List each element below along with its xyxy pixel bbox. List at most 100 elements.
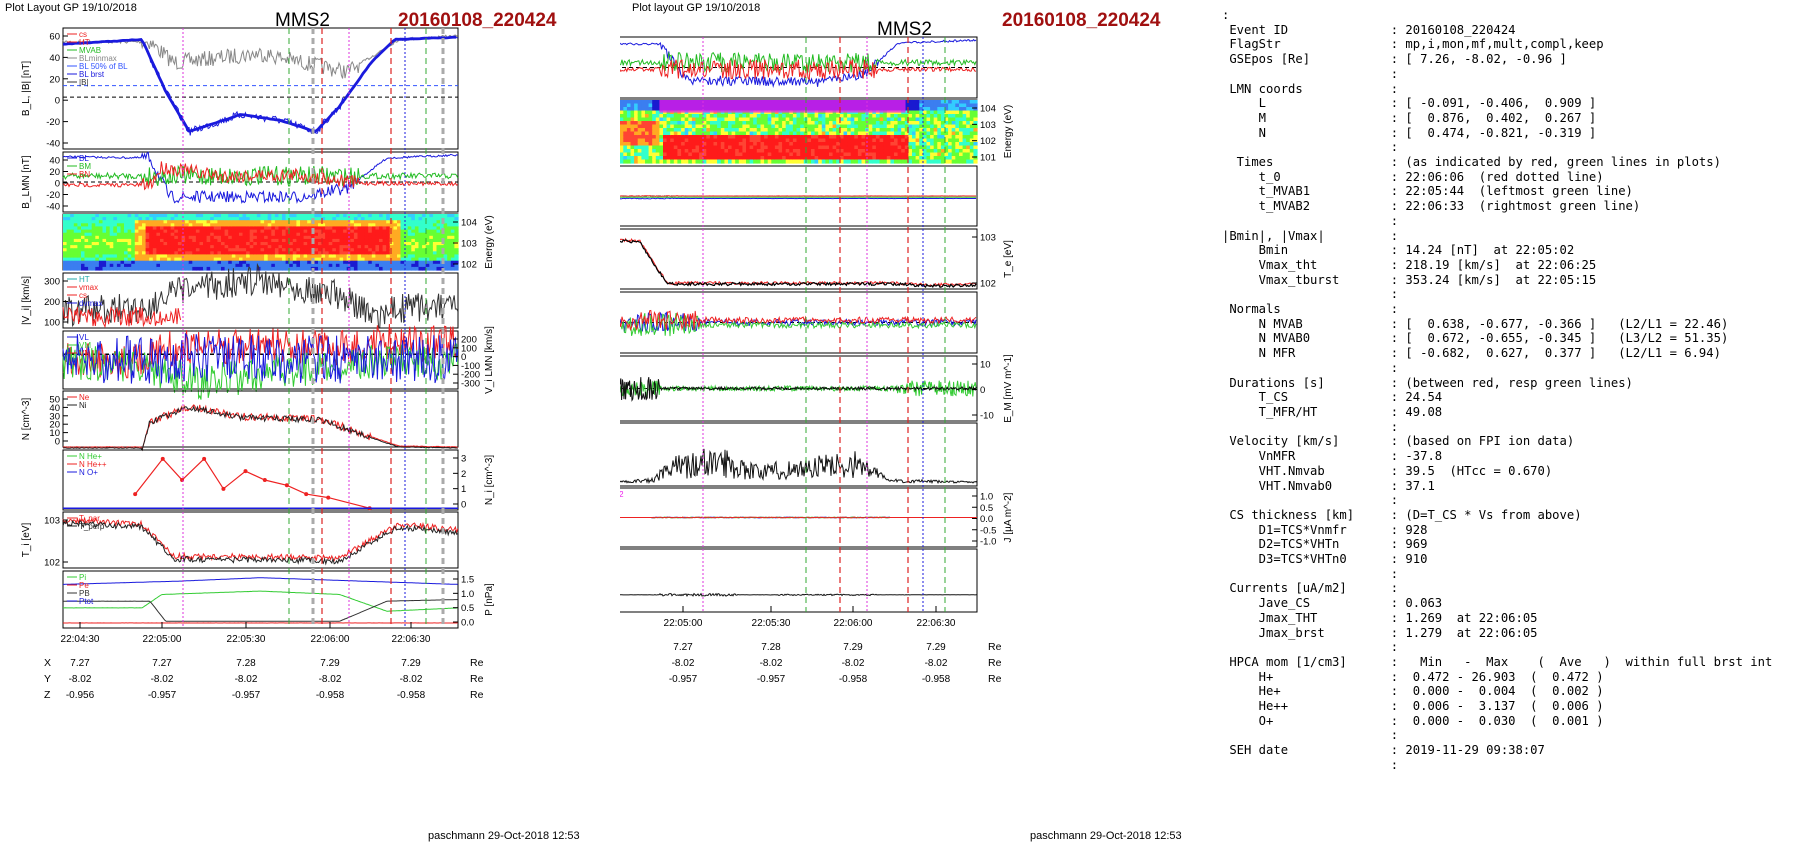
- spectrogram-cell: [768, 153, 772, 157]
- spectrogram-cell: [638, 128, 642, 132]
- spectrogram-cell: [332, 267, 336, 271]
- spectrogram-cell: [645, 132, 649, 136]
- spectrogram-cell: [963, 128, 967, 132]
- spectrogram-cell: [275, 267, 279, 271]
- spectrogram-cell: [217, 226, 221, 230]
- spectrogram-cell: [764, 114, 768, 118]
- spectrogram-cell: [710, 125, 714, 129]
- spectrogram-cell: [786, 146, 790, 150]
- spectrogram-cell: [815, 160, 819, 164]
- spectrogram-cell: [963, 153, 967, 157]
- spectrogram-cell: [937, 153, 941, 157]
- info-line: H+ : 0.472 - 26.903 ( 0.472 ): [1222, 670, 1772, 685]
- spectrogram-cell: [735, 121, 739, 125]
- spectrogram-cell: [854, 118, 858, 122]
- spectrogram-cell: [710, 149, 714, 153]
- spectrogram-cell: [340, 267, 344, 271]
- spectrogram-cell: [746, 153, 750, 157]
- spectrogram-cell: [880, 132, 884, 136]
- spectrogram-cell: [645, 114, 649, 118]
- ephemeris-value: -8.02: [842, 658, 865, 669]
- spectrogram-cell: [329, 226, 333, 230]
- spectrogram-cell: [970, 153, 974, 157]
- info-line: FlagStr : mp,i,mon,mf,mult,compl,keep: [1222, 37, 1772, 52]
- y-tick-label: 102: [461, 260, 477, 271]
- spectrogram-cell: [880, 121, 884, 125]
- y-tick-label: -40: [46, 202, 60, 213]
- spectrogram-cell: [898, 146, 902, 150]
- spectrogram-cell: [872, 142, 876, 146]
- spectrogram-cell: [207, 226, 211, 230]
- spectrogram-cell: [869, 142, 873, 146]
- spectrogram-cell: [833, 156, 837, 160]
- spectrogram-cell: [966, 118, 970, 122]
- spectrogram-cell: [923, 128, 927, 132]
- spectrogram-cell: [761, 114, 765, 118]
- spectrogram-cell: [659, 125, 663, 129]
- spectrogram-cell: [271, 226, 275, 230]
- spectrogram-cell: [674, 132, 678, 136]
- spectrogram-cell: [750, 121, 754, 125]
- spectrogram-cell: [898, 132, 902, 136]
- spectrogram-cell: [153, 226, 157, 230]
- spectrogram-cell: [829, 146, 833, 150]
- spectrogram-cell: [825, 128, 829, 132]
- spectrogram-cell: [862, 121, 866, 125]
- spectrogram-cell: [941, 156, 945, 160]
- spectrogram-cell: [858, 132, 862, 136]
- spectrogram-cell: [253, 254, 257, 258]
- spectrogram-cell: [652, 125, 656, 129]
- spectrogram-cell: [667, 139, 671, 143]
- spectrogram-cell: [916, 139, 920, 143]
- spectrogram-cell: [304, 254, 308, 258]
- y-tick-label: -20: [46, 117, 60, 128]
- spectrogram-cell: [757, 139, 761, 143]
- spectrogram-cell: [641, 104, 645, 108]
- spectrogram-cell: [930, 114, 934, 118]
- spectrogram-cell: [901, 146, 905, 150]
- spectrogram-cell: [970, 135, 974, 139]
- spectrogram-cell: [706, 128, 710, 132]
- spectrogram-cell: [963, 142, 967, 146]
- y-tick-label: 104: [461, 218, 477, 229]
- spectrogram-cell: [952, 118, 956, 122]
- spectrogram-cell: [677, 153, 681, 157]
- spectrogram-cell: [721, 132, 725, 136]
- spectrogram-cell: [847, 128, 851, 132]
- spectrogram-cell: [70, 254, 74, 258]
- spectrogram-cell: [656, 132, 660, 136]
- spectrogram-cell: [797, 156, 801, 160]
- spectrogram-cell: [710, 135, 714, 139]
- spectrogram-cell: [890, 142, 894, 146]
- spectrogram-cell: [880, 135, 884, 139]
- spectrogram-cell: [908, 125, 912, 129]
- spectrogram-cell: [923, 142, 927, 146]
- spectrogram-cell: [422, 254, 426, 258]
- spectrogram-cell: [728, 128, 732, 132]
- spectrogram-cell: [742, 153, 746, 157]
- spectrogram-cell: [677, 146, 681, 150]
- spectrogram-cell: [750, 142, 754, 146]
- spectrogram-cell: [167, 254, 171, 258]
- spectrogram-cell: [710, 128, 714, 132]
- spectrogram-cell: [732, 149, 736, 153]
- y-tick-label: 102: [980, 279, 996, 290]
- spectrogram-cell: [847, 160, 851, 164]
- spectrogram-cell: [95, 226, 99, 230]
- spectrogram-cell: [732, 132, 736, 136]
- spectrogram-cell: [174, 226, 178, 230]
- spectrogram-cell: [728, 139, 732, 143]
- spectrogram-cell: [674, 156, 678, 160]
- spectrogram-cell: [829, 118, 833, 122]
- spectrogram-cell: [927, 139, 931, 143]
- spectrogram-cell: [930, 160, 934, 164]
- spectrogram-cell: [735, 118, 739, 122]
- spectrogram-cell: [146, 226, 150, 230]
- spectrogram-cell: [800, 153, 804, 157]
- spectrogram-cell: [645, 142, 649, 146]
- spectrogram-cell: [941, 139, 945, 143]
- spectrogram-cell: [757, 132, 761, 136]
- spectrogram-cell: [685, 114, 689, 118]
- spectrogram-cell: [836, 153, 840, 157]
- spectrogram-cell: [761, 139, 765, 143]
